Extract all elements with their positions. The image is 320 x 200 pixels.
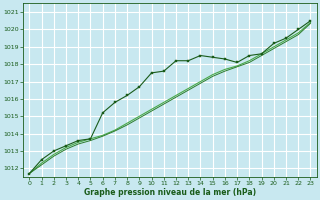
- X-axis label: Graphe pression niveau de la mer (hPa): Graphe pression niveau de la mer (hPa): [84, 188, 256, 197]
